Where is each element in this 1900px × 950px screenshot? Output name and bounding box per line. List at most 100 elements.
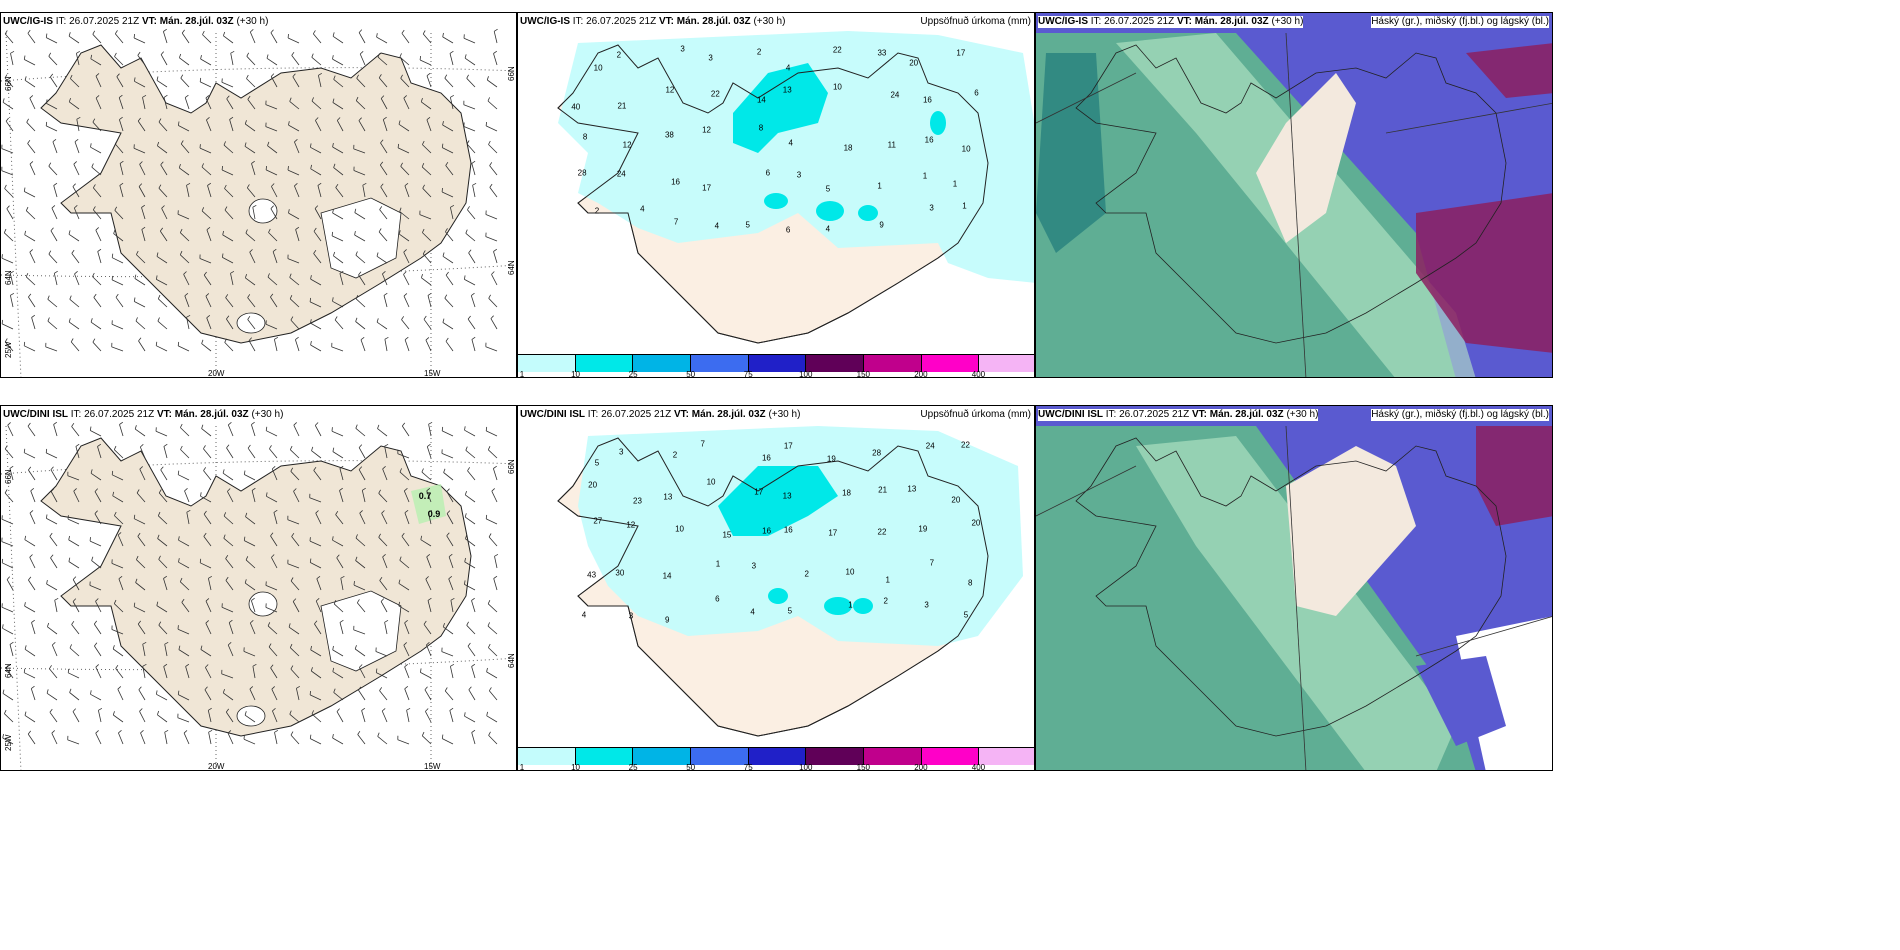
wind-barb-flag: [72, 576, 77, 580]
wind-barb-flag: [296, 685, 301, 689]
wind-barb-flag: [354, 231, 356, 236]
wind-barb: [488, 536, 498, 547]
wind-barb: [332, 300, 344, 308]
wind-barb-flag: [7, 422, 11, 426]
wind-barb: [442, 738, 454, 745]
wind-barb-flag: [226, 95, 230, 100]
wind-barb: [494, 556, 498, 569]
wind-barb: [489, 165, 498, 176]
wind-barb-flag: [23, 187, 26, 192]
wind-barb: [94, 513, 102, 525]
wind-barb-flag: [89, 426, 92, 431]
wind-barb: [225, 297, 234, 308]
wind-barb: [136, 254, 146, 264]
wind-barb: [1, 323, 14, 330]
wind-barb: [361, 710, 366, 723]
wind-barb-flag: [292, 598, 297, 602]
wind-barb-flag: [24, 230, 26, 235]
wind-barb: [296, 688, 300, 701]
wind-barb: [92, 209, 102, 220]
wind-barb-flag: [332, 734, 334, 739]
wind-barb-flag: [137, 117, 141, 122]
wind-barb-flag: [383, 116, 387, 120]
precip-area-mid: [733, 63, 828, 153]
panel-header: UWC/IG-IS IT: 26.07.2025 21Z VT: Mán. 28…: [3, 16, 269, 27]
wind-barb: [470, 295, 476, 308]
wind-barb-flag: [265, 426, 268, 431]
wind-barb: [463, 126, 476, 132]
wind-barb-flag: [203, 510, 207, 515]
wind-barb-flag: [201, 163, 204, 168]
wind-barb: [157, 320, 168, 330]
wind-barb: [138, 186, 146, 198]
lon-label-20w: 20W: [208, 762, 225, 771]
wind-barb: [24, 672, 36, 679]
wind-barb: [119, 163, 124, 176]
wind-barb: [376, 255, 388, 264]
wind-barb: [384, 622, 388, 635]
wind-barb-flag: [223, 141, 226, 146]
precip-value-label: 10: [675, 524, 684, 534]
wind-barb-flag: [199, 77, 202, 82]
wind-barb-flag: [421, 731, 425, 736]
wind-barb: [292, 76, 300, 88]
wind-barb-flag: [137, 51, 141, 56]
lat-label-66n: 66N: [4, 76, 13, 91]
wind-barb: [358, 447, 366, 459]
wind-barb: [471, 600, 476, 613]
wind-barb: [403, 645, 410, 657]
wind-barb: [25, 276, 36, 286]
wind-barb: [467, 470, 476, 481]
wind-barb: [399, 559, 410, 569]
iceland-landmass: [40, 437, 472, 737]
wind-barb: [200, 495, 212, 503]
wind-barb: [419, 214, 432, 220]
wind-barb-flag: [384, 336, 389, 340]
wind-barb: [265, 169, 278, 176]
coastline: [557, 44, 989, 344]
wind-barb: [178, 125, 190, 132]
wind-barb-flag: [119, 116, 123, 120]
green-precip-area: [411, 484, 446, 524]
wind-barb-flag: [467, 206, 470, 210]
wind-barb-flag: [72, 183, 76, 187]
colorbar-segment: [979, 355, 1034, 372]
wind-barb: [493, 578, 498, 591]
wind-barb: [205, 623, 212, 635]
wind-barb-flag: [23, 668, 26, 673]
wind-barb: [273, 512, 278, 525]
cloud-panel-bottom: UWC/DINI ISL IT: 26.07.2025 21Z VT: Mán.…: [1035, 405, 1553, 771]
wind-barb: [200, 81, 212, 88]
wind-barb: [486, 430, 498, 437]
wind-barb-flag: [183, 271, 187, 275]
wind-barb-flag: [50, 227, 54, 231]
panel-title: Háský (gr.), miðský (fj.bl.) og lágský (…: [1371, 409, 1549, 421]
wind-barb: [449, 710, 454, 723]
wind-barb-flag: [225, 294, 229, 298]
wind-barb: [444, 77, 454, 88]
precip-value-label: 24: [925, 441, 935, 451]
wind-barb: [313, 470, 322, 481]
wind-barb-flag: [205, 620, 209, 624]
wind-barb: [331, 430, 344, 437]
wind-barb-flag: [379, 687, 383, 691]
wind-barb-flag: [28, 576, 32, 581]
wind-barb: [464, 429, 476, 437]
wind-barb: [2, 101, 14, 110]
wind-barb-flag: [184, 487, 188, 492]
precip-value-label: 18: [842, 488, 851, 498]
wind-barb-flag: [27, 422, 31, 427]
wind-barb-flag: [224, 184, 227, 189]
wind-barb-flag: [442, 252, 445, 257]
precip-value-label: 23: [633, 496, 642, 506]
wind-barb: [221, 169, 234, 176]
precip-colorbar: [518, 354, 1034, 372]
wind-barb: [310, 344, 322, 352]
wind-barb-flag: [464, 54, 467, 59]
wind-barb-flag: [27, 730, 32, 735]
wind-barb-flag: [486, 76, 489, 81]
wind-barb-flag: [404, 509, 409, 514]
wind-barb: [136, 492, 146, 503]
wind-barb-flag: [50, 488, 55, 492]
wind-barb-flag: [384, 619, 389, 623]
